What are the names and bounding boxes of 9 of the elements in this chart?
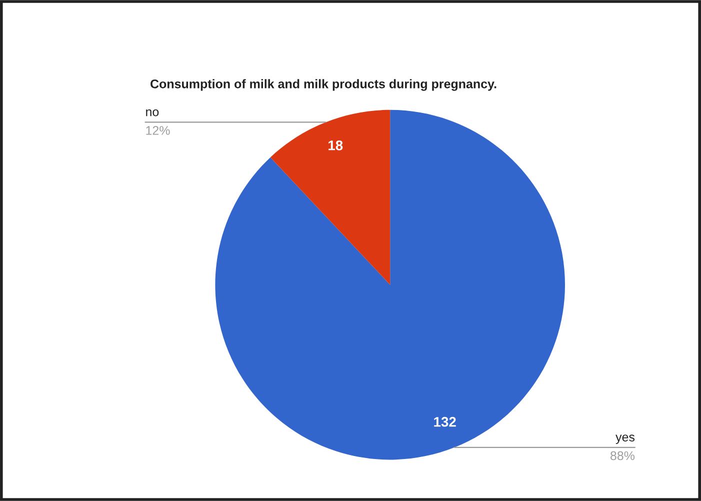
chart-title: Consumption of milk and milk products during pregnancy.: [150, 79, 496, 91]
text: 12%: [146, 126, 170, 135]
slice-label: no: [146, 109, 159, 116]
pie-slice: [270, 110, 390, 285]
data-label: 132: [434, 416, 456, 427]
pie-slice: [215, 110, 565, 460]
slice-label: yes: [616, 434, 635, 444]
text: 88%: [610, 451, 635, 460]
data-label: 18: [328, 140, 343, 150]
